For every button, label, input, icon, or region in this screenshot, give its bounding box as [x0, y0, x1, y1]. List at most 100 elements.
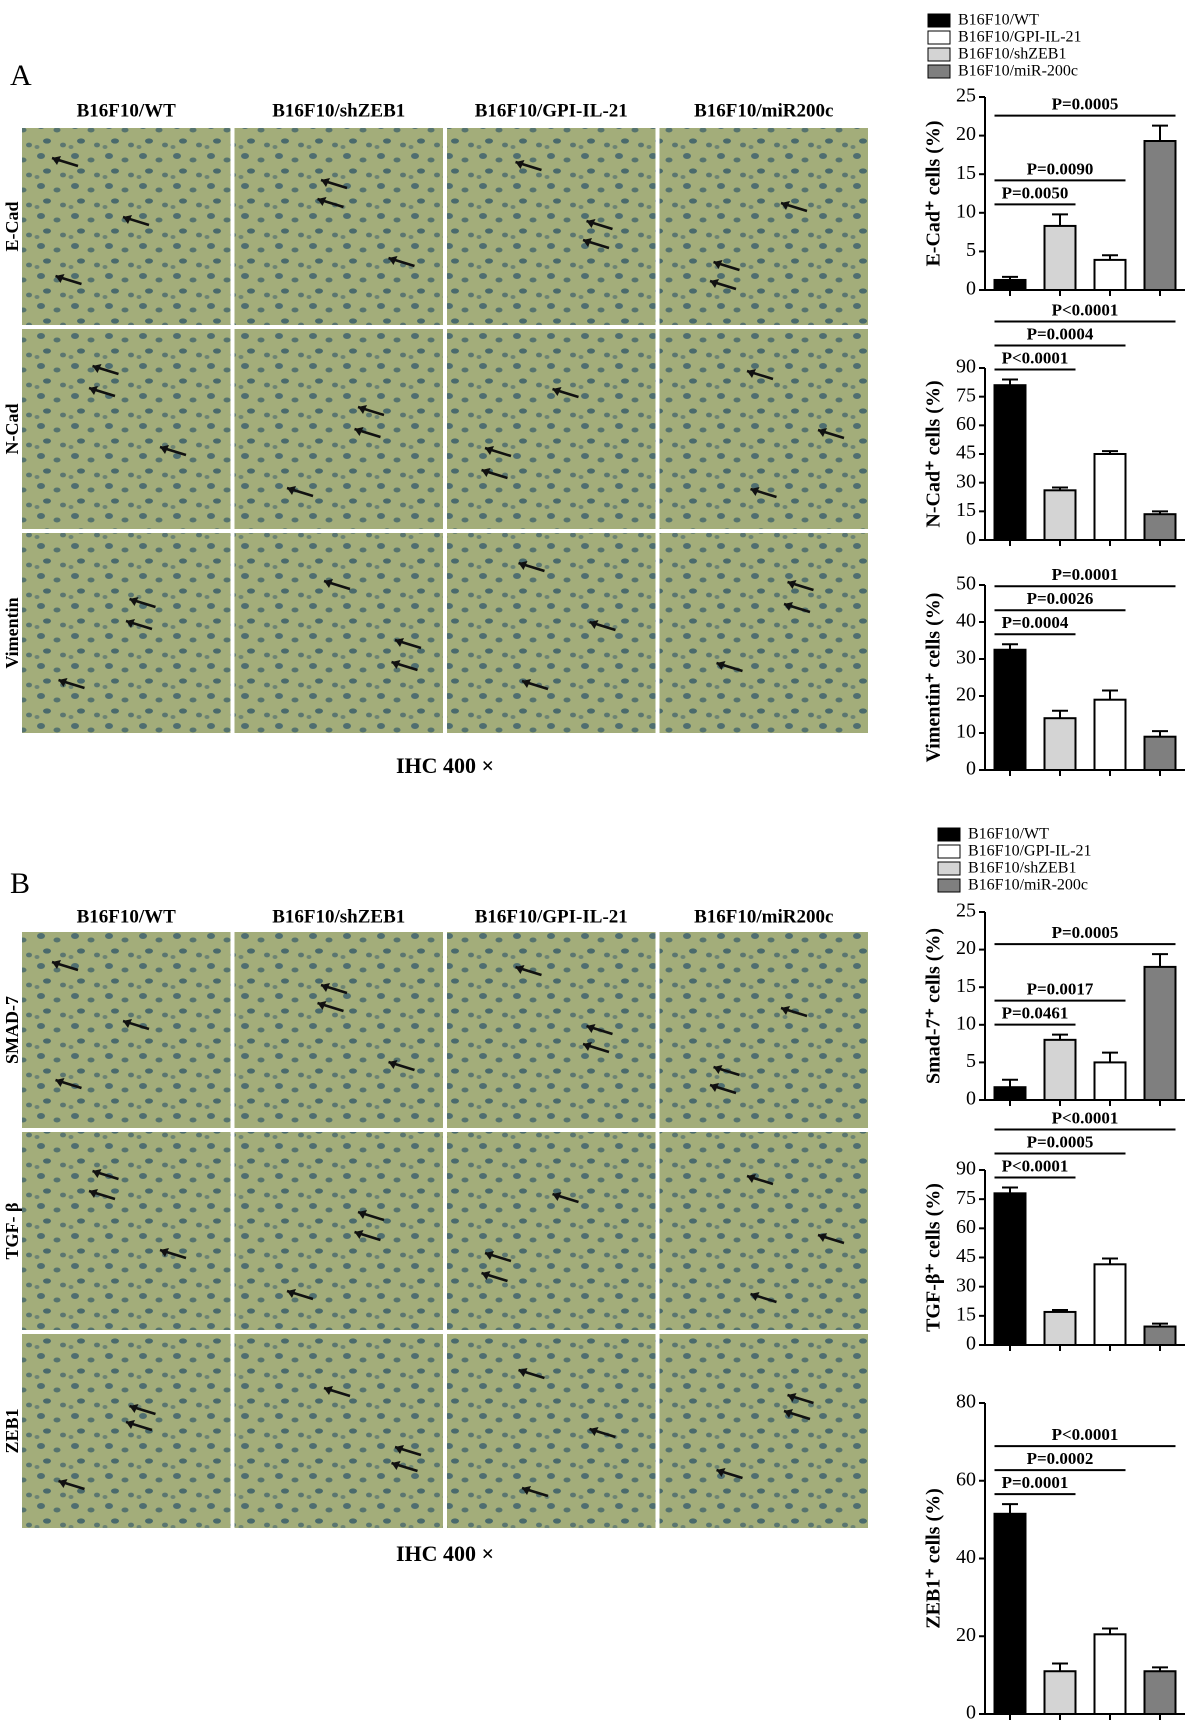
error-bar [1102, 1257, 1118, 1265]
y-tick-label: 15 [956, 975, 976, 997]
micrograph [22, 329, 231, 529]
arrow-head [92, 1169, 102, 1178]
arrow-head [391, 1461, 401, 1470]
y-tick-label: 30 [956, 647, 976, 669]
y-tick-label: 5 [966, 1050, 976, 1072]
legend-label: B16F10/miR-200c [968, 877, 1088, 894]
arrow-head [160, 445, 169, 454]
arrow-head [52, 960, 61, 969]
bar [1093, 698, 1127, 772]
arrow-head [324, 1386, 333, 1395]
arrow-head [589, 620, 599, 629]
y-tick-label: 50 [956, 573, 976, 595]
arrow-head [55, 274, 65, 283]
arrow-head [518, 561, 528, 570]
legend-swatch [937, 827, 961, 842]
y-tick-label: 10 [956, 1012, 976, 1034]
arrow-head [713, 1065, 723, 1074]
micrograph [234, 329, 443, 529]
y-tick-label: 20 [956, 123, 976, 145]
arrow-head [287, 486, 296, 495]
micrograph [447, 533, 656, 733]
y-tick-label: 45 [956, 1245, 976, 1267]
y-tick-label: 75 [956, 1187, 976, 1209]
error-bar [1152, 124, 1168, 142]
arrow-head [586, 1024, 596, 1033]
error-bar [1152, 1666, 1168, 1672]
error-bar [1102, 1627, 1118, 1635]
arrow-head [818, 428, 827, 437]
y-tick-label: 30 [956, 1274, 976, 1296]
micrograph [447, 329, 656, 529]
column-header: B16F10/GPI-IL-21 [475, 906, 628, 927]
bar [1143, 735, 1177, 772]
arrow-head [710, 1083, 719, 1092]
arrow-head [586, 219, 596, 228]
panel-label: B [10, 867, 30, 900]
arrow-head [716, 661, 726, 670]
y-tick-label: 60 [956, 1468, 976, 1490]
arrow-head [710, 279, 719, 288]
error-bar [1052, 1033, 1068, 1040]
p-value: P=0.0026 [1027, 589, 1094, 608]
arrow-head [354, 1230, 364, 1239]
arrow-head [518, 1368, 528, 1377]
arrow-head [317, 197, 327, 206]
p-value: P=0.0004 [1002, 613, 1069, 632]
y-axis-label: N-Cad⁺ cells (%) [923, 380, 945, 527]
p-value: P=0.0002 [1027, 1449, 1094, 1468]
arrow-head [583, 238, 592, 247]
bar [993, 1512, 1027, 1715]
y-tick-label: 40 [956, 1546, 976, 1568]
y-tick-label: 0 [966, 1333, 976, 1355]
bar [1093, 258, 1127, 291]
bar [1093, 1263, 1127, 1346]
arrow-head [787, 1393, 797, 1402]
y-tick-label: 0 [966, 278, 976, 300]
legend-label: B16F10/WT [968, 826, 1049, 843]
arrow-head [89, 1189, 98, 1198]
y-tick-label: 15 [956, 1303, 976, 1325]
micrograph [659, 533, 868, 733]
p-value: P=0.0050 [1002, 183, 1069, 202]
p-value: P=0.0001 [1052, 565, 1119, 584]
y-axis-label: Vimentin⁺ cells (%) [923, 593, 945, 763]
panel-label: A [10, 59, 32, 92]
micrograph [659, 1334, 868, 1528]
micrograph [447, 932, 656, 1128]
column-header: B16F10/GPI-IL-21 [475, 100, 628, 121]
bar [1043, 1310, 1077, 1347]
y-tick-label: 20 [956, 1624, 976, 1646]
column-header: B16F10/shZEB1 [272, 100, 405, 121]
arrow-head [515, 160, 525, 169]
error-bar [1002, 1078, 1018, 1088]
bar [1093, 1633, 1127, 1716]
micrograph [447, 128, 656, 325]
bar [1043, 489, 1077, 541]
p-value: P<0.0001 [1052, 1108, 1119, 1127]
arrow-head [750, 487, 760, 496]
arrow-head [123, 1019, 132, 1028]
y-tick-label: 20 [956, 937, 976, 959]
y-tick-label: 90 [956, 1158, 976, 1180]
arrow-head [126, 619, 135, 628]
error-bar [1152, 1322, 1168, 1327]
legend-label: B16F10/GPI-IL-21 [958, 29, 1082, 46]
arrow-head [358, 405, 367, 414]
error-bar [1052, 213, 1068, 226]
arrow-head [481, 468, 491, 477]
arrow-head [317, 1001, 327, 1010]
p-value: P<0.0001 [1052, 300, 1119, 319]
arrow-head [395, 1445, 404, 1454]
bar [1093, 1061, 1127, 1102]
arrow-head [515, 965, 525, 974]
legend-swatch [927, 13, 951, 28]
y-tick-label: 5 [966, 239, 976, 261]
legend-swatch [937, 861, 961, 876]
micrograph [659, 329, 868, 529]
arrow-head [388, 256, 398, 265]
arrow-head [781, 1006, 790, 1015]
arrow-head [321, 178, 330, 187]
y-tick-label: 15 [956, 499, 976, 521]
